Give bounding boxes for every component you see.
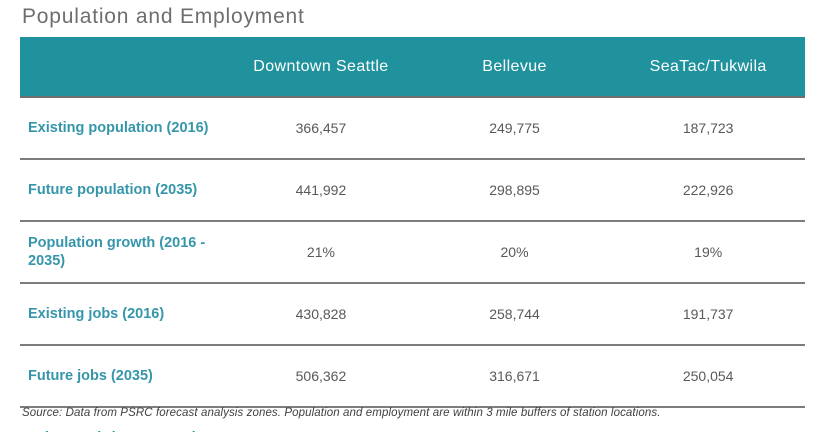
cell-value: 222,926 <box>611 159 805 221</box>
row-label: Existing population (2016) <box>20 97 225 159</box>
table-row-future-jobs: Future jobs (2035) 506,362 316,671 250,0… <box>20 345 805 407</box>
cell-value: 30% <box>611 407 805 432</box>
cell-value: 250,054 <box>611 345 805 407</box>
cell-value: 506,362 <box>224 345 418 407</box>
table-header-row: Downtown Seattle Bellevue SeaTac/Tukwila <box>20 37 805 97</box>
cell-value: 19% <box>611 221 805 283</box>
cell-value: 430,828 <box>224 283 418 345</box>
cell-value: 21% <box>224 221 418 283</box>
row-label: Existing jobs (2016) <box>20 283 225 345</box>
population-employment-table: Downtown Seattle Bellevue SeaTac/Tukwila… <box>20 37 805 432</box>
row-label: Job growth (2016 - 2035) <box>20 407 225 432</box>
cell-value: 249,775 <box>417 97 612 159</box>
table-row-population-growth: Population growth (2016 - 2035) 21% 20% … <box>20 221 805 283</box>
cell-value: 298,895 <box>417 159 612 221</box>
row-label: Future population (2035) <box>20 159 225 221</box>
corner-header-cell <box>20 37 225 97</box>
row-label: Future jobs (2035) <box>20 345 225 407</box>
cell-value: 191,737 <box>611 283 805 345</box>
source-note: Source: Data from PSRC forecast analysis… <box>22 407 661 419</box>
cell-value: 258,744 <box>417 283 612 345</box>
column-header-seatac-tukwila: SeaTac/Tukwila <box>611 37 805 97</box>
table-row-existing-population: Existing population (2016) 366,457 249,7… <box>20 97 805 159</box>
table-row-job-growth: Job growth (2016 - 2035) 18% 22% 30% <box>20 407 805 432</box>
cell-value: 20% <box>417 221 612 283</box>
cell-value: 316,671 <box>417 345 612 407</box>
table-row-existing-jobs: Existing jobs (2016) 430,828 258,744 191… <box>20 283 805 345</box>
row-label: Population growth (2016 - 2035) <box>20 221 225 283</box>
cell-value: 22% <box>417 407 612 432</box>
cell-value: 18% <box>224 407 418 432</box>
cell-value: 366,457 <box>224 97 418 159</box>
cell-value: 187,723 <box>611 97 805 159</box>
column-header-bellevue: Bellevue <box>417 37 612 97</box>
page-title: Population and Employment <box>22 5 305 28</box>
column-header-downtown-seattle: Downtown Seattle <box>224 37 418 97</box>
table-row-future-population: Future population (2035) 441,992 298,895… <box>20 159 805 221</box>
cell-value: 441,992 <box>224 159 418 221</box>
